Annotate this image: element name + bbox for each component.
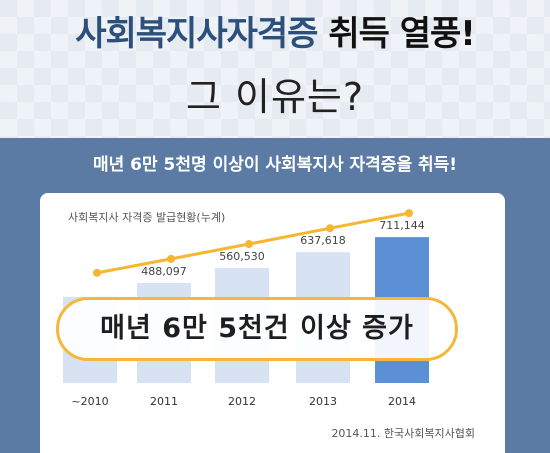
source-note: 2014.11. 한국사회복지사협회: [331, 427, 475, 440]
trend-point: [326, 224, 334, 233]
trend-point: [405, 209, 413, 218]
subheadline: 그 이유는?: [185, 75, 365, 119]
chart-title: 사회복지사 자격증 발급현황(누계): [68, 211, 225, 224]
trend-point: [245, 240, 253, 249]
headline-part2: 취득 열풍!: [328, 14, 475, 54]
headline-part1: 사회복지사자격증: [75, 14, 318, 54]
x-tick-label: 2012: [228, 395, 256, 408]
data-label: 560,530: [219, 250, 265, 263]
header-banner: 사회복지사자격증 취득 열풍! 그 이유는?: [0, 0, 550, 138]
x-tick-label: 2011: [150, 395, 178, 408]
x-tick-label: 2014: [388, 395, 416, 408]
x-tick-label: ~2010: [71, 395, 108, 408]
x-tick-label: 2013: [309, 395, 337, 408]
trend-point: [167, 254, 175, 263]
data-label: 637,618: [300, 234, 346, 247]
trend-point: [93, 268, 101, 277]
data-label: 711,144: [379, 219, 425, 232]
callout-box: 매년 6만 5천건 이상 증가: [56, 297, 458, 361]
data-label: 488,097: [141, 265, 187, 278]
band-title: 매년 6만 5천명 이상이 사회복지사 자격증을 취득!: [92, 155, 458, 175]
headline: 사회복지사자격증 취득 열풍!: [0, 6, 550, 55]
